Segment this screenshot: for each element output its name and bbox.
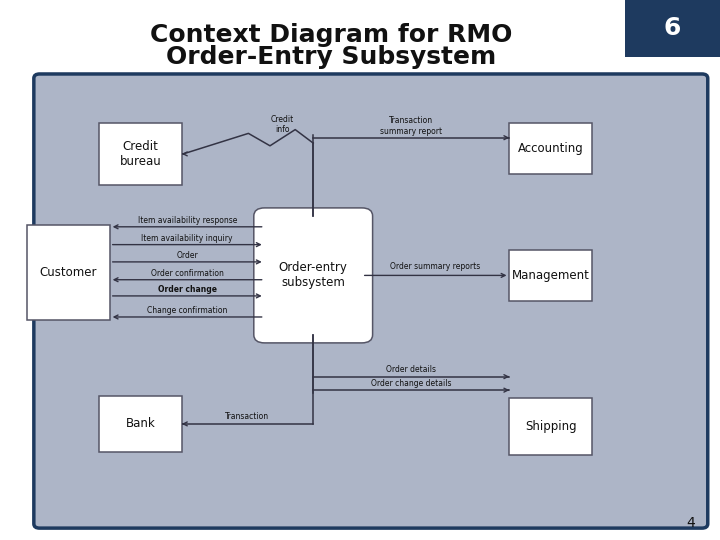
Text: Change confirmation: Change confirmation bbox=[147, 306, 228, 315]
Text: Order change details: Order change details bbox=[371, 379, 451, 388]
Text: Credit
bureau: Credit bureau bbox=[120, 140, 161, 168]
Text: Accounting: Accounting bbox=[518, 142, 584, 155]
FancyBboxPatch shape bbox=[27, 226, 109, 320]
Text: Bank: Bank bbox=[125, 417, 156, 430]
Text: Order change: Order change bbox=[158, 285, 217, 294]
Text: Order details: Order details bbox=[387, 365, 436, 374]
Text: Transaction
summary report: Transaction summary report bbox=[380, 116, 442, 136]
Text: 4: 4 bbox=[686, 516, 695, 530]
Text: 6: 6 bbox=[664, 16, 681, 40]
Text: Order: Order bbox=[176, 251, 198, 260]
FancyBboxPatch shape bbox=[253, 208, 373, 343]
Text: Item availability inquiry: Item availability inquiry bbox=[141, 234, 233, 242]
FancyBboxPatch shape bbox=[34, 74, 708, 528]
Text: Order confirmation: Order confirmation bbox=[150, 269, 224, 278]
FancyBboxPatch shape bbox=[99, 123, 181, 185]
Text: Order-Entry Subsystem: Order-Entry Subsystem bbox=[166, 45, 496, 69]
FancyBboxPatch shape bbox=[99, 395, 181, 453]
FancyBboxPatch shape bbox=[625, 0, 720, 57]
Text: Order-entry
subsystem: Order-entry subsystem bbox=[279, 261, 348, 289]
Text: Transaction: Transaction bbox=[225, 412, 269, 421]
FancyBboxPatch shape bbox=[510, 123, 593, 174]
Text: Order summary reports: Order summary reports bbox=[390, 262, 481, 271]
Text: Management: Management bbox=[512, 269, 590, 282]
Text: Shipping: Shipping bbox=[525, 420, 577, 433]
FancyBboxPatch shape bbox=[510, 399, 593, 455]
Text: Item availability response: Item availability response bbox=[138, 216, 237, 225]
Text: Credit
info: Credit info bbox=[271, 114, 294, 134]
Text: Customer: Customer bbox=[40, 266, 97, 279]
FancyBboxPatch shape bbox=[510, 249, 593, 301]
Text: Context Diagram for RMO: Context Diagram for RMO bbox=[150, 23, 513, 47]
